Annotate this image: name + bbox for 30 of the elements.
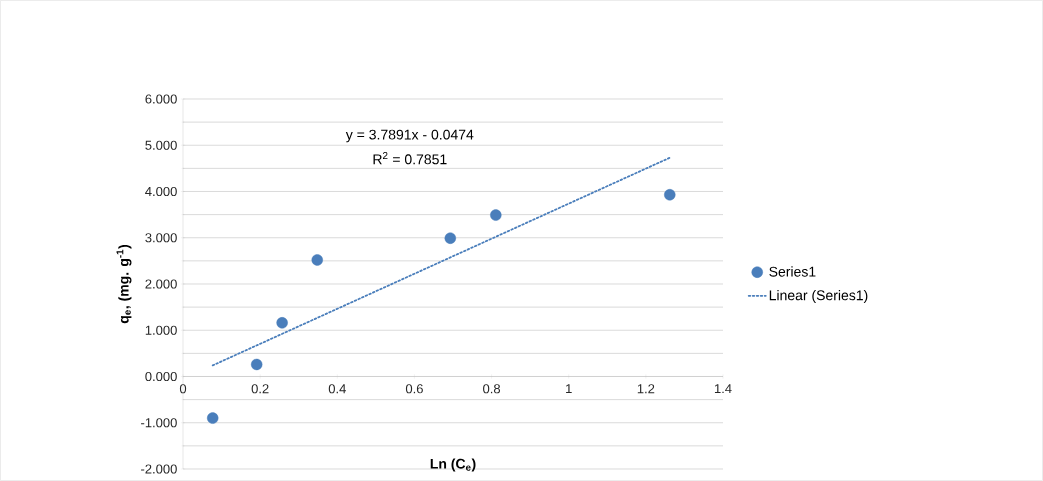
y-tick-label: 0.000 [145,371,177,382]
y-tick-label: 4.000 [145,186,177,197]
annotation: y = 3.7891x - 0.0474 [345,129,474,143]
legend-label: Linear (Series1) [769,289,868,304]
y-tick-label: 2.000 [145,279,177,289]
annotation: R$^{2}$ = 0.7851 [373,152,447,165]
point [207,412,219,424]
x-tick-label: 0.6 [405,384,423,394]
point [276,317,288,329]
x-tick-label: 0 [179,384,187,394]
x-tick-label: 1.2 [637,384,655,394]
y-tick-label: -2.000 [141,464,177,474]
point [444,232,457,244]
x-tick-label: 1.4 [714,384,732,394]
x-tick-label: 1 [566,384,572,394]
x-tick-label: 0.2 [251,384,269,394]
y-axis-title: q$_{e}$, (mg. g$^{-1}$) [116,244,132,324]
point [664,189,676,201]
y-tick-label: 6.000 [145,94,177,104]
x-tick-label: 0.8 [483,384,501,394]
x-tick-label: 0.4 [328,384,346,394]
x-axis-title: Ln (C$_{e}$) [430,458,476,472]
y-tick-label: 1.000 [145,325,177,335]
y-tick-label: 5.000 [145,140,177,150]
y-tick-label: -1.000 [141,418,177,428]
point [311,254,323,266]
point [490,209,502,221]
legend-label: Series1 [769,266,816,277]
y-tick-label: 3.000 [145,233,177,243]
point [250,358,263,371]
